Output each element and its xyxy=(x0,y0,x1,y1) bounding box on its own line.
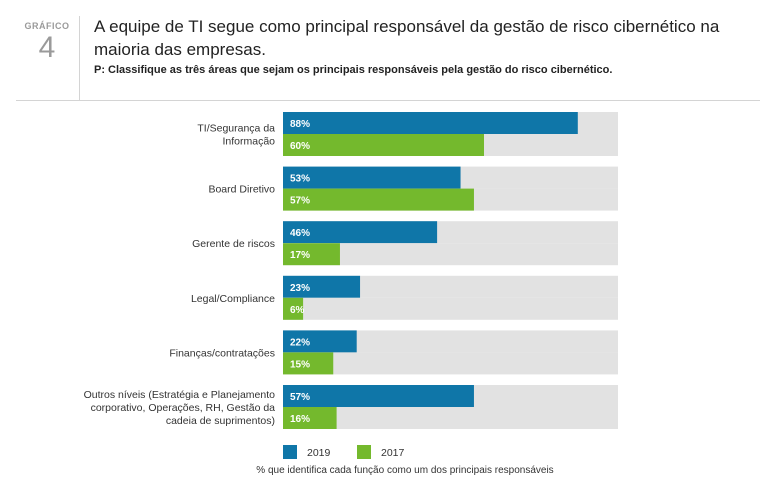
bar-2017 xyxy=(283,297,304,320)
category-label: Informação xyxy=(222,136,275,148)
bar-track xyxy=(283,243,618,266)
bar-value-label: 60% xyxy=(290,141,310,152)
figure-badge-number: 4 xyxy=(38,31,56,64)
bar-2019 xyxy=(283,112,578,134)
bar-2019 xyxy=(283,166,461,189)
bar-2019 xyxy=(283,275,361,298)
bar-value-label: 6% xyxy=(290,305,305,316)
figure-badge-label: GRÁFICO xyxy=(24,21,70,31)
bar-2019 xyxy=(283,221,438,244)
bar-value-label: 46% xyxy=(290,228,310,239)
category-label: Legal/Compliance xyxy=(191,293,275,305)
bar-value-label: 17% xyxy=(290,250,310,261)
chart-footnote: % que identifica cada função como um dos… xyxy=(256,465,554,476)
category-label: cadeia de suprimentos) xyxy=(166,415,275,427)
bar-track xyxy=(283,297,618,320)
category-label: Finanças/contratações xyxy=(169,347,275,359)
bar-2017 xyxy=(283,352,334,375)
bar-2019 xyxy=(283,330,357,353)
bar-2017 xyxy=(283,188,474,211)
chart-header: GRÁFICO 4 A equipe de TI segue como prin… xyxy=(0,0,770,100)
legend-label-2017: 2017 xyxy=(381,447,405,459)
category-label: Gerente de riscos xyxy=(192,238,275,250)
bar-track xyxy=(283,407,618,429)
category-label: corporativo, Operações, RH, Gestão da xyxy=(91,402,276,414)
header-horizontal-divider xyxy=(16,100,760,101)
bar-value-label: 88% xyxy=(290,119,310,130)
legend-swatch-2017 xyxy=(357,445,371,459)
category-label: TI/Segurança da xyxy=(197,123,275,135)
category-label: Board Diretivo xyxy=(208,184,275,196)
bar-track xyxy=(283,352,618,375)
bar-2019 xyxy=(283,385,474,407)
bar-2017 xyxy=(283,243,340,266)
bar-value-label: 15% xyxy=(290,359,310,370)
bar-track xyxy=(283,275,618,298)
bar-2017 xyxy=(283,134,484,156)
category-label: Outros níveis (Estratégia e Planejamento xyxy=(84,389,276,401)
bar-value-label: 57% xyxy=(290,196,310,207)
bar-value-label: 57% xyxy=(290,392,310,403)
header-vertical-divider xyxy=(79,16,80,100)
bar-value-label: 23% xyxy=(290,283,310,294)
legend-label-2019: 2019 xyxy=(307,447,331,459)
chart-question: P: Classifique as três áreas que sejam o… xyxy=(94,64,613,76)
bar-value-label: 53% xyxy=(290,174,310,185)
bar-value-label: 22% xyxy=(290,337,310,348)
bar-track xyxy=(283,330,618,353)
chart-title: A equipe de TI segue como principal resp… xyxy=(94,17,720,59)
legend-swatch-2019 xyxy=(283,445,297,459)
bar-2017 xyxy=(283,407,337,429)
bar-value-label: 16% xyxy=(290,414,310,425)
